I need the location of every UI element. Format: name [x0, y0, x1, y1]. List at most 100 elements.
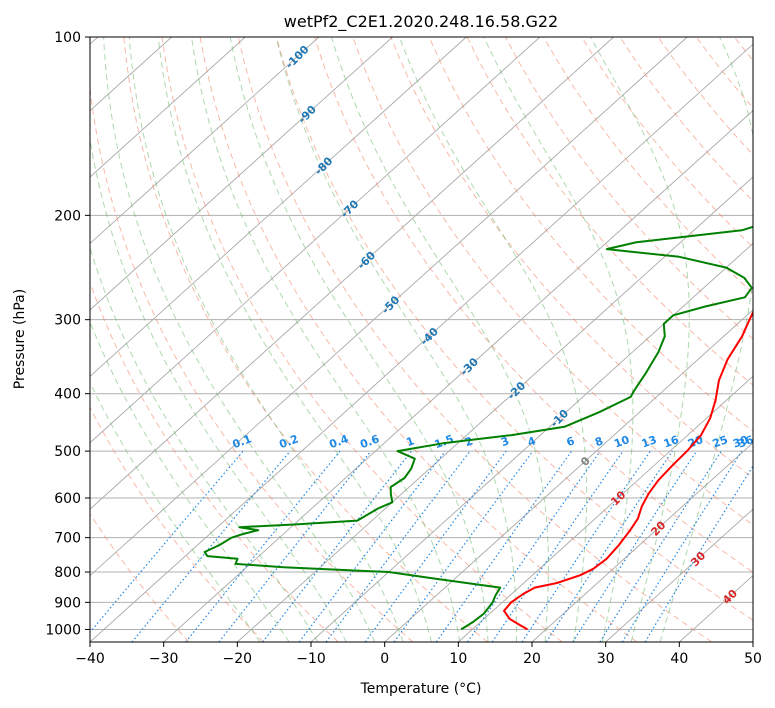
y-tick-label: 900 [54, 595, 81, 611]
dry-adiabat-line [237, 37, 712, 642]
mixing-ratio-label: 10 [612, 433, 631, 451]
isotherm-line [384, 309, 753, 642]
moist-adiabat-line [275, 37, 517, 642]
isotherm-line [90, 37, 320, 245]
moist-adiabat-line [398, 37, 588, 642]
isotherm-line [163, 109, 753, 642]
moist-adiabat-line [659, 37, 753, 642]
isotherm-line [90, 43, 753, 642]
dry-adiabat-line [314, 37, 753, 573]
x-tick-label: 0 [380, 651, 389, 667]
dry-adiabat-line [123, 37, 488, 642]
isotherm-line [90, 37, 688, 577]
dry-adiabat-line [199, 37, 638, 642]
mixing-ratio-line [572, 450, 698, 642]
x-tick-label: −20 [223, 651, 253, 667]
y-tick-label: 800 [54, 565, 81, 581]
mixing-ratio-label: 0.6 [358, 432, 381, 451]
mixing-ratio-label: 36 [736, 433, 755, 451]
dry-adiabat-line [161, 37, 563, 642]
moist-adiabat-line [191, 37, 461, 642]
mixing-ratio-label: 6 [565, 434, 577, 449]
mixing-ratio-label: 1.5 [433, 432, 456, 451]
x-tick-label: −30 [149, 651, 179, 667]
mixing-ratio-label: 3 [499, 434, 511, 449]
x-axis-ticks: −40 −30 −20 −10 0 10 20 30 40 50 [75, 642, 762, 667]
dry-adiabat-line [428, 37, 753, 432]
y-tick-label: 300 [54, 313, 81, 329]
dry-adiabat-line [90, 84, 414, 642]
background-lines [90, 37, 753, 642]
mixing-ratio-label: 8 [593, 434, 605, 449]
moist-adiabat-line [590, 37, 690, 642]
moist-adiabat-line [90, 136, 347, 642]
y-tick-label: 100 [54, 30, 81, 46]
dry-adiabat-line [352, 37, 753, 526]
mixing-ratio-line [599, 450, 722, 642]
isotherm-line [90, 37, 614, 510]
x-tick-label: −40 [75, 651, 105, 667]
dry-adiabat-line [466, 37, 753, 386]
mixing-ratio-label: 0.1 [231, 432, 254, 451]
mixing-ratio-line [218, 450, 372, 642]
moist-adiabat-line [90, 320, 290, 642]
moist-adiabat-line [157, 37, 432, 642]
x-axis-label: Temperature (°C) [360, 681, 482, 697]
dewpoint-line [203, 225, 753, 631]
mixing-ratio-label: 4 [526, 434, 538, 449]
mixing-ratio-label: 16 [662, 433, 681, 451]
y-axis-ticks: 100 200 300 400 500 600 700 800 900 1000 [45, 30, 90, 638]
mixing-ratio-label: 13 [640, 433, 659, 450]
isotherm-line [531, 442, 753, 642]
mixing-ratio-label: 30 [731, 433, 750, 451]
mixing-ratio-line [644, 465, 753, 642]
mixing-ratio-line [545, 450, 673, 642]
dry-adiabat-line [276, 37, 753, 621]
moist-adiabat-line [229, 37, 489, 642]
isotherm-line [90, 37, 541, 444]
isotherm-line [90, 37, 246, 178]
plot-frame [89, 36, 754, 643]
y-tick-label: 500 [54, 444, 81, 460]
mixing-ratio-line [131, 450, 291, 642]
dry-adiabat-line [90, 512, 190, 642]
x-tick-label: 10 [449, 651, 467, 667]
mixing-ratio-line [90, 450, 244, 634]
series-lines [203, 225, 753, 631]
x-tick-label: 30 [597, 651, 615, 667]
isotherm-line [605, 508, 753, 642]
moist-adiabat-line [331, 37, 549, 642]
y-tick-label: 200 [54, 208, 81, 224]
dry-adiabat-line [90, 406, 264, 642]
isotherm-line [458, 375, 753, 642]
x-tick-label: 50 [744, 651, 762, 667]
mixing-ratio-label: 25 [711, 433, 730, 450]
y-tick-label: 700 [54, 531, 81, 547]
moist-adiabat-line [103, 37, 376, 642]
mixing-ratio-line [364, 450, 507, 642]
isotherm-line [237, 176, 753, 642]
mixing-ratio-line [325, 450, 471, 642]
chart-title: wetPf2_C2E1.2020.248.16.58.G22 [284, 12, 558, 32]
mixing-ratio-line [435, 450, 573, 642]
mixing-ratio-line [491, 450, 624, 642]
mixing-ratio-label: 2 [463, 434, 475, 449]
mixing-ratio-label: 0.2 [278, 432, 301, 451]
mixing-ratio-label: 1 [405, 434, 417, 449]
mixing-ratio-line [393, 450, 534, 642]
mixing-ratio-line [298, 450, 446, 642]
y-axis-label: Pressure (hPa) [12, 289, 28, 389]
y-tick-label: 1000 [45, 622, 81, 638]
mixing-ratio-line [521, 450, 651, 642]
x-tick-label: −10 [296, 651, 326, 667]
mixing-ratio-label: 0.4 [328, 432, 351, 451]
x-tick-label: 20 [523, 651, 541, 667]
temperature-line [503, 310, 753, 631]
x-tick-label: 40 [670, 651, 688, 667]
isotherm-line [90, 37, 467, 377]
moist-adiabat-line [483, 37, 634, 642]
moist-adiabat-line [90, 381, 261, 642]
moist-adiabat-line [90, 246, 319, 642]
